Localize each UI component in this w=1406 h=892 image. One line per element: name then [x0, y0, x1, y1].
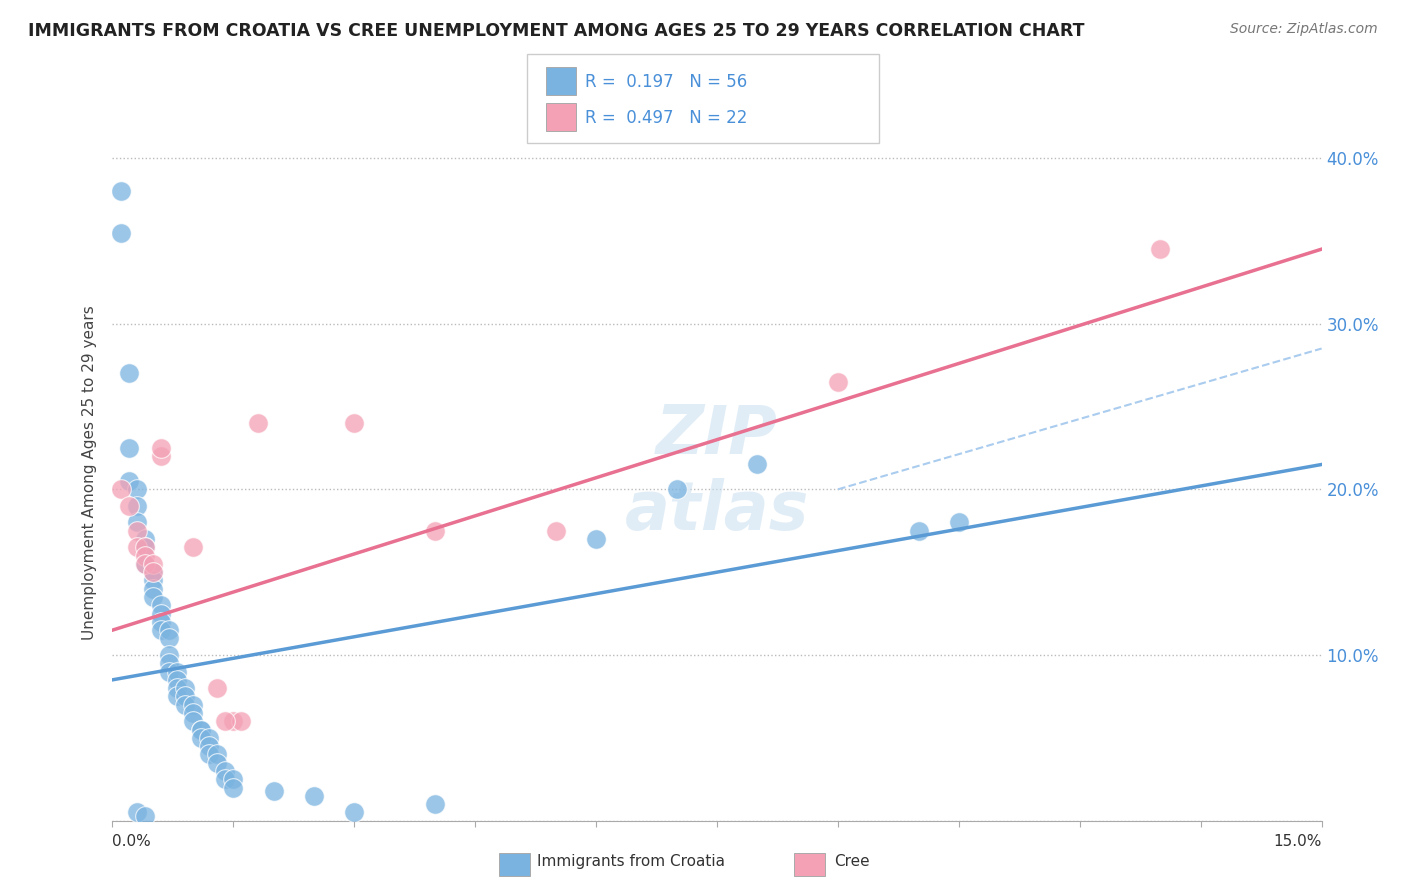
Point	[948, 516, 970, 530]
Point	[174, 698, 197, 712]
Point	[149, 441, 172, 455]
Point	[157, 623, 180, 637]
Point	[907, 524, 929, 538]
Text: Cree: Cree	[834, 855, 869, 869]
Point	[166, 665, 188, 679]
Point	[157, 632, 180, 646]
Point	[117, 441, 139, 455]
Point	[181, 714, 204, 729]
Point	[149, 615, 172, 629]
Point	[246, 416, 269, 430]
Point	[207, 747, 229, 762]
Point	[134, 541, 156, 555]
Point	[214, 714, 236, 729]
Point	[544, 524, 567, 538]
Text: Source: ZipAtlas.com: Source: ZipAtlas.com	[1230, 22, 1378, 37]
Point	[142, 557, 165, 571]
Point	[125, 516, 148, 530]
Point	[166, 690, 188, 704]
Point	[214, 764, 236, 778]
Point	[134, 808, 156, 822]
Point	[190, 723, 212, 737]
Point	[134, 549, 156, 563]
Point	[263, 784, 285, 798]
Point	[149, 449, 172, 463]
Point	[827, 375, 849, 389]
Point	[157, 665, 180, 679]
Point	[134, 541, 156, 555]
Point	[302, 789, 325, 803]
Point	[117, 474, 139, 488]
Point	[174, 690, 197, 704]
Point	[110, 226, 132, 240]
Point	[166, 681, 188, 695]
Point	[117, 499, 139, 513]
Point	[190, 723, 212, 737]
Point	[142, 565, 165, 579]
Point	[134, 532, 156, 546]
Point	[198, 739, 221, 753]
Point	[134, 557, 156, 571]
Text: ZIP
atlas: ZIP atlas	[624, 401, 810, 544]
Point	[665, 483, 688, 497]
Point	[585, 532, 607, 546]
Point	[207, 681, 229, 695]
Text: IMMIGRANTS FROM CROATIA VS CREE UNEMPLOYMENT AMONG AGES 25 TO 29 YEARS CORRELATI: IMMIGRANTS FROM CROATIA VS CREE UNEMPLOY…	[28, 22, 1084, 40]
Point	[181, 706, 204, 720]
Point	[747, 458, 769, 472]
Point	[149, 607, 172, 621]
Text: Immigrants from Croatia: Immigrants from Croatia	[537, 855, 725, 869]
Point	[149, 623, 172, 637]
Point	[181, 698, 204, 712]
Text: R =  0.197   N = 56: R = 0.197 N = 56	[585, 73, 747, 91]
Point	[166, 673, 188, 687]
Point	[423, 524, 446, 538]
Y-axis label: Unemployment Among Ages 25 to 29 years: Unemployment Among Ages 25 to 29 years	[82, 305, 97, 640]
Point	[157, 648, 180, 662]
Point	[222, 714, 245, 729]
Point	[343, 416, 366, 430]
Text: 0.0%: 0.0%	[112, 834, 152, 849]
Point	[125, 805, 148, 820]
Point	[207, 756, 229, 770]
Point	[198, 731, 221, 745]
Point	[142, 574, 165, 588]
Point	[222, 772, 245, 787]
Point	[125, 483, 148, 497]
Point	[125, 524, 148, 538]
Point	[222, 780, 245, 795]
Point	[149, 599, 172, 613]
Point	[125, 499, 148, 513]
Point	[134, 557, 156, 571]
Point	[125, 541, 148, 555]
Point	[214, 772, 236, 787]
Point	[1149, 242, 1171, 256]
Text: 15.0%: 15.0%	[1274, 834, 1322, 849]
Text: R =  0.497   N = 22: R = 0.497 N = 22	[585, 109, 747, 127]
Point	[142, 582, 165, 596]
Point	[181, 541, 204, 555]
Point	[110, 483, 132, 497]
Point	[423, 797, 446, 811]
Point	[110, 184, 132, 198]
Point	[190, 731, 212, 745]
Point	[142, 590, 165, 604]
Point	[157, 657, 180, 671]
Point	[343, 805, 366, 820]
Point	[142, 565, 165, 579]
Point	[231, 714, 253, 729]
Point	[117, 367, 139, 381]
Point	[174, 681, 197, 695]
Point	[198, 747, 221, 762]
